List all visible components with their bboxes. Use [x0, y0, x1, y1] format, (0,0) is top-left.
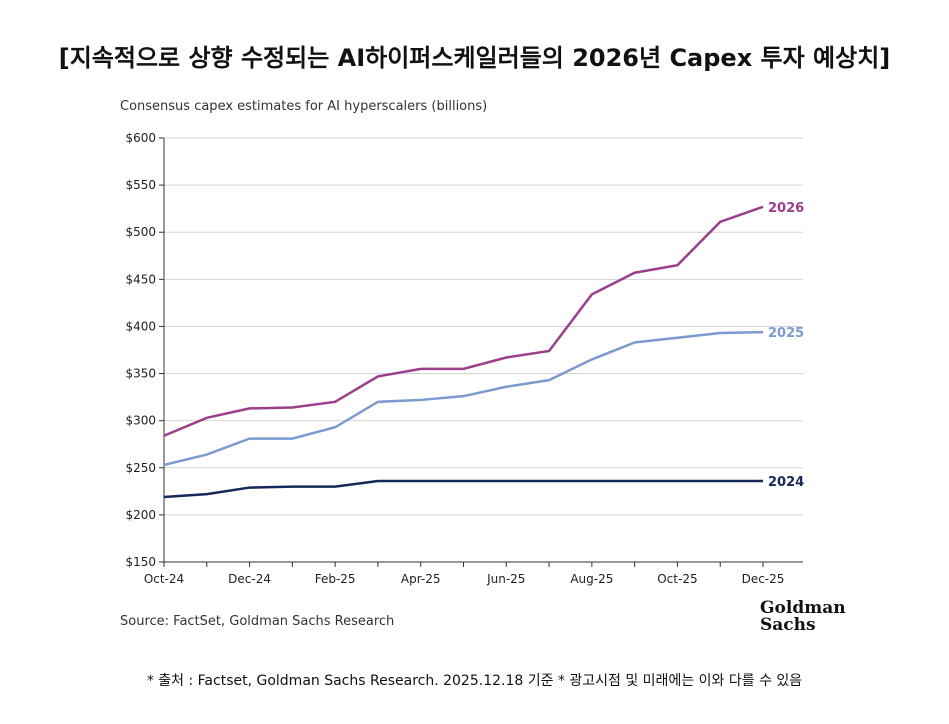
series-line-2026: [163, 205, 764, 437]
footnote: * 출처 : Factset, Goldman Sachs Research. …: [146, 673, 803, 689]
page-title: [지속적으로 상향 수정되는 AI하이퍼스케일러들의 2026년 Capex 투…: [58, 44, 891, 72]
x-tick-label: Oct-24: [144, 572, 184, 586]
y-tick-label: $550: [125, 178, 156, 192]
y-tick-label: $400: [125, 319, 156, 333]
x-tick-label: Feb-25: [315, 572, 356, 586]
series-label-2024: 2024: [768, 475, 804, 490]
y-tick-label: $500: [125, 225, 156, 239]
y-tick-label: $250: [125, 461, 156, 475]
series-label-2025: 2025: [768, 326, 804, 341]
x-tick-label: Jun-25: [486, 572, 525, 586]
y-tick-label: $200: [125, 508, 156, 522]
x-tick-label: Dec-24: [228, 572, 271, 586]
x-tick-label: Oct-25: [657, 572, 697, 586]
y-tick-label: $150: [125, 555, 156, 569]
chart-source: Source: FactSet, Goldman Sachs Research: [120, 614, 395, 629]
y-tick-label: $450: [125, 272, 156, 286]
y-tick-label: $300: [125, 414, 156, 428]
series-label-2026: 2026: [768, 201, 804, 216]
goldman-sachs-logo: Goldman Sachs: [760, 598, 846, 635]
series-line-2024: [163, 479, 763, 499]
series-line-2025: [163, 330, 764, 467]
chart-title: Consensus capex estimates for AI hypersc…: [120, 99, 488, 114]
x-tick-label: Dec-25: [742, 572, 785, 586]
y-tick-label: $350: [125, 367, 156, 381]
x-tick-label: Aug-25: [570, 572, 613, 586]
y-tick-label: $600: [125, 131, 156, 145]
x-tick-label: Apr-25: [401, 572, 441, 586]
